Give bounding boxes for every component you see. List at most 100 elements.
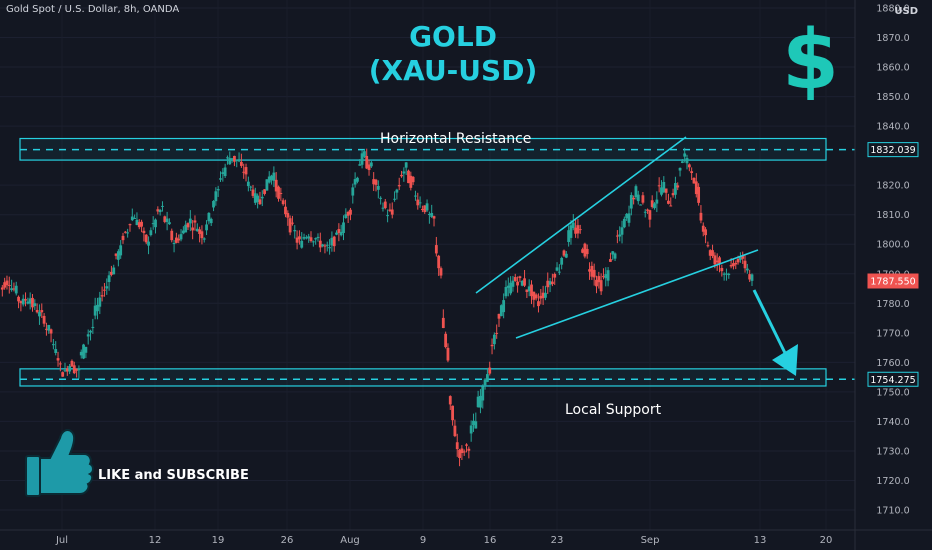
- candle-body: [421, 208, 424, 210]
- candle-body: [328, 247, 331, 249]
- candle-body: [437, 255, 441, 269]
- candle-body: [156, 209, 160, 212]
- candle-body: [353, 179, 357, 185]
- candle-body: [495, 332, 499, 334]
- y-tick-label: 1820.0: [876, 181, 909, 192]
- candle-body: [24, 299, 27, 301]
- candle-body: [70, 360, 74, 367]
- candle-body: [19, 301, 23, 304]
- candle-body: [708, 250, 712, 256]
- candle-body: [492, 334, 496, 345]
- candle-body: [597, 276, 601, 283]
- candle-body: [390, 209, 394, 215]
- candle-body: [541, 292, 545, 299]
- candle-body: [557, 271, 561, 273]
- candle-body: [636, 194, 640, 202]
- candle-body: [349, 209, 352, 215]
- candle-body: [571, 222, 575, 229]
- candle-body: [453, 425, 457, 437]
- y-tick-label: 1850.0: [876, 92, 909, 103]
- current-price-label: 1787.550: [870, 276, 915, 287]
- candle-body: [648, 210, 652, 220]
- candle-body: [3, 282, 7, 288]
- candle-body: [179, 234, 183, 240]
- candle-body: [202, 238, 206, 240]
- candle-body: [738, 257, 742, 260]
- candle-body: [274, 179, 278, 192]
- y-tick-label: 1880.0: [876, 4, 909, 15]
- candle-body: [58, 363, 62, 365]
- candle-body: [676, 185, 680, 188]
- candle-body: [10, 288, 14, 291]
- candle-body: [620, 227, 624, 235]
- candle-body: [743, 260, 747, 269]
- candle-body: [490, 344, 494, 347]
- candle-body: [701, 225, 705, 232]
- candle-body: [407, 170, 410, 184]
- candle-body: [114, 253, 118, 256]
- candle-body: [249, 186, 253, 188]
- like-subscribe-text: LIKE and SUBSCRIBE: [98, 468, 249, 483]
- candle-body: [434, 245, 438, 254]
- candle-body: [639, 204, 642, 206]
- candle-body: [655, 199, 659, 204]
- candle-body: [237, 159, 241, 162]
- candle-body: [539, 295, 543, 299]
- candle-body: [277, 186, 280, 199]
- candle-body: [395, 189, 399, 193]
- down-arrow-head: [772, 344, 798, 376]
- candle-body: [674, 183, 677, 195]
- resistance-label: Horizontal Resistance: [380, 131, 532, 147]
- candle-body: [26, 301, 30, 304]
- candle-body: [564, 253, 568, 258]
- candle-body: [372, 179, 376, 185]
- candle-body: [221, 172, 225, 174]
- candle-body: [21, 298, 25, 305]
- candle-body: [660, 187, 663, 195]
- candle-body: [28, 298, 32, 304]
- candle-body: [583, 243, 587, 257]
- candle-body: [45, 328, 48, 330]
- candle-body: [170, 230, 174, 241]
- candle-body: [546, 280, 550, 288]
- candle-body: [177, 238, 181, 241]
- drawings: [475, 136, 798, 376]
- candle-body: [93, 305, 97, 316]
- candle-body: [181, 230, 185, 234]
- y-tick-label: 1750.0: [876, 387, 909, 398]
- candle-body: [356, 177, 359, 182]
- candle-body: [506, 285, 510, 288]
- candle-body: [657, 185, 661, 187]
- wedge-lower-line: [515, 249, 759, 339]
- candle-body: [272, 172, 276, 181]
- x-tick-label: 26: [281, 535, 294, 546]
- candle-body: [504, 286, 508, 297]
- candle-body: [265, 179, 269, 191]
- y-tick-label: 1720.0: [876, 476, 909, 487]
- candle-body: [513, 277, 517, 282]
- x-tick-label: 13: [754, 535, 767, 546]
- x-tick-label: 16: [484, 535, 497, 546]
- candle-body: [351, 187, 355, 196]
- candle-body: [212, 200, 215, 208]
- candle-body: [304, 237, 308, 239]
- candle-body: [358, 164, 362, 166]
- candle-body: [592, 269, 596, 278]
- candle-body: [741, 256, 745, 259]
- candle-body: [567, 230, 571, 243]
- candle-body: [555, 267, 559, 271]
- candle-body: [207, 212, 211, 222]
- candle-body: [643, 211, 647, 213]
- candle-body: [469, 425, 473, 434]
- candle-body: [734, 262, 738, 265]
- candle-body: [291, 222, 294, 224]
- x-tick-label: Aug: [340, 535, 360, 546]
- candle-body: [263, 189, 266, 194]
- candle-body: [126, 232, 130, 234]
- candle-body: [678, 167, 682, 171]
- candle-body: [553, 273, 557, 278]
- candle-body: [465, 444, 468, 446]
- candle-body: [578, 229, 582, 231]
- candle-body: [548, 281, 552, 285]
